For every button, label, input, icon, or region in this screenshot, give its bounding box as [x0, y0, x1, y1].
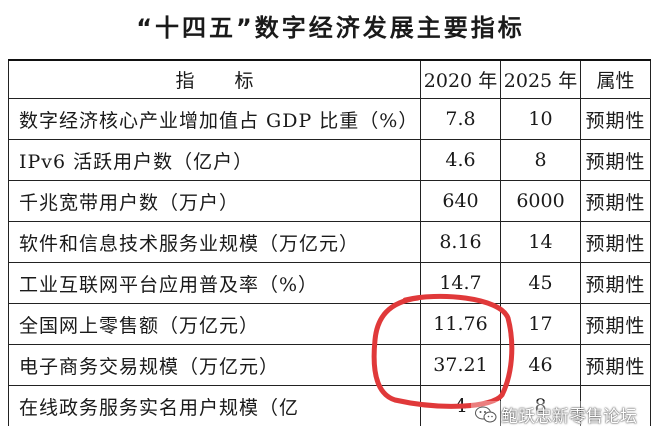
table-row: 工业互联网平台应用普及率（%） 14.7 45 预期性	[8, 262, 651, 304]
indicator-cell: 全国网上零售额（万亿元）	[8, 303, 421, 345]
indicator-cell: 千兆宽带用户数（万户）	[8, 180, 421, 222]
watermark-text: 鲍跃忠新零售论坛	[501, 407, 637, 427]
value-2025-cell: 45	[500, 262, 581, 304]
attribute-cell: 预期性	[580, 180, 651, 222]
value-2025-cell: 46	[500, 344, 581, 386]
indicator-cell: 在线政务服务实名用户规模（亿	[8, 385, 421, 426]
value-2025-cell: 10	[500, 98, 581, 140]
value-2020-cell: 7.8	[420, 98, 501, 140]
table-row: 千兆宽带用户数（万户） 640 6000 预期性	[8, 180, 651, 222]
table-header-row: 指标 2020 年 2025 年 属性	[8, 59, 651, 99]
value-2020-cell: 8.16	[420, 221, 501, 263]
indicator-table-container: 指标 2020 年 2025 年 属性 数字经济核心产业增加值占 GDP 比重（…	[8, 59, 651, 426]
table-row: IPv6 活跃用户数（亿户） 4.6 8 预期性	[8, 139, 651, 181]
indicator-cell: 工业互联网平台应用普及率（%）	[8, 262, 421, 304]
attribute-cell: 预期性	[580, 262, 651, 304]
header-attribute: 属性	[580, 59, 651, 99]
value-2020-cell: 4.6	[420, 139, 501, 181]
indicator-cell: 电子商务交易规模（万亿元）	[8, 344, 421, 386]
table-row: 数字经济核心产业增加值占 GDP 比重（%） 7.8 10 预期性	[8, 98, 651, 140]
attribute-cell: 预期性	[580, 344, 651, 386]
header-2020: 2020 年	[420, 59, 501, 99]
indicator-cell: 软件和信息技术服务业规模（万亿元）	[8, 221, 421, 263]
table-row: 软件和信息技术服务业规模（万亿元） 8.16 14 预期性	[8, 221, 651, 263]
value-2020-cell: 14.7	[420, 262, 501, 304]
value-2020-cell: 640	[420, 180, 501, 222]
attribute-cell: 预期性	[580, 98, 651, 140]
wechat-icon	[475, 406, 497, 422]
attribute-cell	[580, 385, 651, 426]
indicator-cell: IPv6 活跃用户数（亿户）	[8, 139, 421, 181]
value-2020-cell: 11.76	[420, 303, 501, 345]
value-2025-cell: 6000	[500, 180, 581, 222]
header-2025: 2025 年	[500, 59, 581, 99]
attribute-cell: 预期性	[580, 139, 651, 181]
attribute-cell: 预期性	[580, 303, 651, 345]
indicator-cell: 数字经济核心产业增加值占 GDP 比重（%）	[8, 98, 421, 140]
page-title: “十四五”数字经济发展主要指标	[136, 14, 525, 42]
table-row: 全国网上零售额（万亿元） 11.76 17 预期性	[8, 303, 651, 345]
value-2020-cell: 37.21	[420, 344, 501, 386]
value-2025-cell: 8	[500, 139, 581, 181]
attribute-cell: 预期性	[580, 221, 651, 263]
value-2025-cell: 17	[500, 303, 581, 345]
value-2025-cell: 14	[500, 221, 581, 263]
table-row: 电子商务交易规模（万亿元） 37.21 46 预期性	[8, 344, 651, 386]
header-indicator: 指标	[8, 59, 421, 99]
indicator-table: 指标 2020 年 2025 年 属性 数字经济核心产业增加值占 GDP 比重（…	[8, 59, 651, 426]
watermark: 鲍跃忠新零售论坛	[471, 401, 641, 428]
